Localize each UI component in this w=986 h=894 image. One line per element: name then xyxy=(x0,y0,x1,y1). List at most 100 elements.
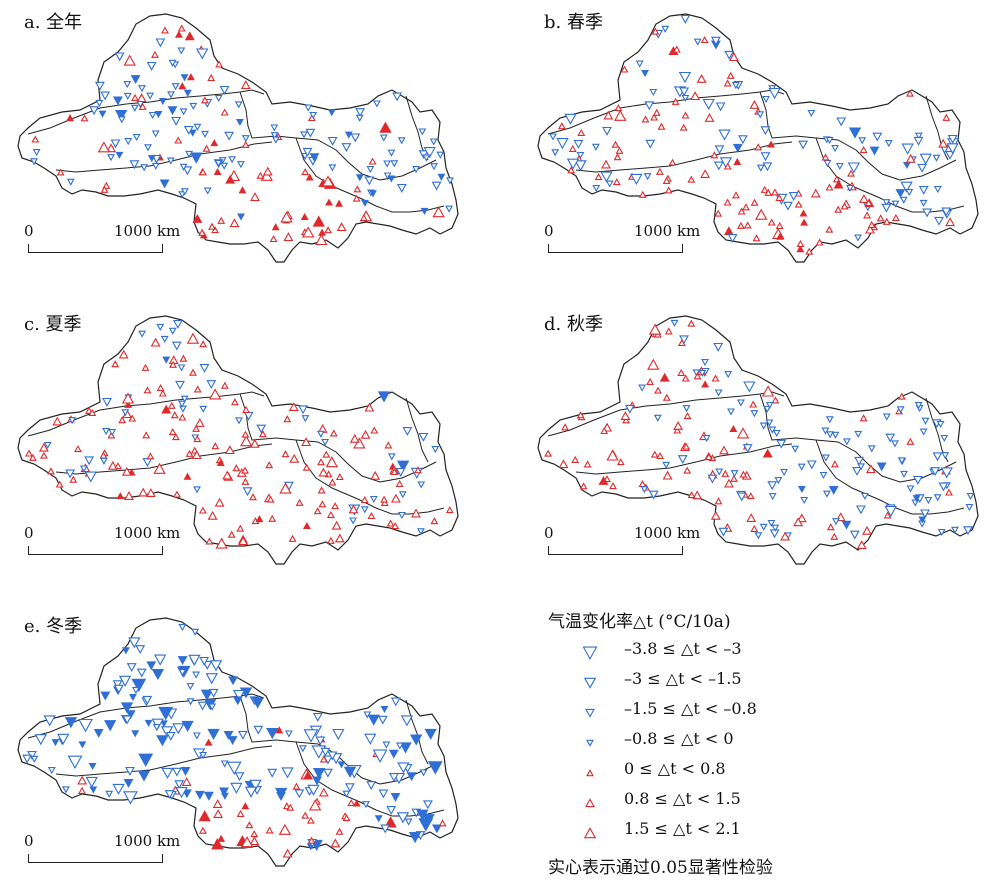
warming-station-marker xyxy=(704,453,713,461)
cooling-station-marker xyxy=(653,414,662,422)
cooling-station-marker xyxy=(79,465,88,473)
warming-station-marker xyxy=(275,726,284,734)
warming-station-marker xyxy=(325,456,339,468)
warming-station-marker xyxy=(859,414,868,422)
cooling-station-marker xyxy=(891,200,900,208)
cooling-station-marker xyxy=(670,319,679,327)
warming-station-marker xyxy=(583,460,592,468)
warming-station-marker xyxy=(865,464,876,474)
cooling-station-marker xyxy=(298,405,308,415)
cooling-station-marker xyxy=(131,687,140,695)
cooling-station-marker xyxy=(418,128,427,136)
warming-station-marker xyxy=(100,185,109,193)
cooling-station-marker xyxy=(178,624,187,632)
warming-station-marker xyxy=(728,52,739,62)
cooling-station-marker xyxy=(235,118,244,127)
cooling-station-marker xyxy=(148,111,157,120)
cooling-station-marker xyxy=(337,761,346,769)
warming-station-marker xyxy=(240,435,253,447)
warming-station-marker xyxy=(726,71,735,79)
warming-station-marker xyxy=(331,502,340,510)
cooling-station-marker xyxy=(117,116,126,124)
warming-station-marker xyxy=(847,169,855,177)
warming-station-marker xyxy=(198,810,211,822)
cooling-station-marker xyxy=(153,654,167,666)
warming-station-marker xyxy=(724,478,734,488)
warming-station-marker xyxy=(189,368,197,376)
cooling-station-marker xyxy=(797,463,806,471)
warming-station-marker xyxy=(186,332,200,344)
warming-station-marker xyxy=(211,442,220,450)
cooling-station-marker xyxy=(30,158,38,166)
warming-station-marker xyxy=(668,158,677,166)
cooling-station-marker xyxy=(313,777,322,785)
cooling-station-marker xyxy=(882,413,891,421)
warming-station-marker xyxy=(336,222,347,232)
cooling-station-marker xyxy=(196,48,209,60)
warming-station-marker xyxy=(269,234,278,243)
map-panel-summer: c. 夏季 0 1000 km xyxy=(0,302,470,592)
cooling-station-marker xyxy=(586,739,594,747)
map-svg xyxy=(17,13,459,263)
cooling-station-marker xyxy=(67,755,83,770)
cooling-station-marker xyxy=(390,160,399,168)
map-svg xyxy=(537,13,979,263)
scale-bar: 0 1000 km xyxy=(24,832,180,866)
cooling-station-marker xyxy=(714,145,725,155)
warming-station-marker xyxy=(730,474,738,482)
cooling-station-marker xyxy=(759,523,768,531)
cooling-station-marker xyxy=(418,818,434,832)
cooling-station-marker xyxy=(112,96,123,106)
cooling-station-marker xyxy=(772,429,781,438)
warming-station-marker xyxy=(321,175,335,187)
cooling-station-marker xyxy=(574,160,587,172)
scale-distance-label: 1000 km xyxy=(114,222,181,240)
warming-station-marker xyxy=(830,460,839,468)
up-triangle-small-icon xyxy=(585,798,595,808)
cooling-station-marker xyxy=(342,790,351,798)
scale-line xyxy=(28,854,163,863)
warming-station-marker xyxy=(662,393,671,401)
warming-station-marker xyxy=(199,340,208,348)
warming-station-marker xyxy=(213,809,224,818)
cooling-station-marker xyxy=(234,101,243,109)
warming-station-marker xyxy=(300,212,309,221)
warming-station-marker xyxy=(723,198,732,206)
cooling-station-marker xyxy=(85,776,98,789)
legend-item-label: –3.8 ≤ △t < –3 xyxy=(624,639,742,658)
cooling-station-marker xyxy=(946,143,959,155)
warming-station-marker xyxy=(315,233,328,246)
cooling-station-marker xyxy=(369,495,378,504)
cooling-station-marker xyxy=(897,457,906,465)
cooling-station-marker xyxy=(228,156,237,164)
cooling-station-marker xyxy=(714,389,723,397)
cooling-station-marker xyxy=(43,441,52,450)
cooling-station-marker xyxy=(271,136,280,144)
station-markers xyxy=(544,319,975,549)
cooling-station-marker xyxy=(186,698,195,706)
cooling-station-marker xyxy=(130,104,139,112)
cooling-station-marker xyxy=(171,341,182,351)
cooling-station-marker xyxy=(912,475,923,485)
warming-station-marker xyxy=(168,428,177,436)
warming-station-marker xyxy=(391,521,400,530)
warming-station-marker xyxy=(613,153,622,161)
warming-station-marker xyxy=(56,168,65,176)
cooling-station-marker xyxy=(274,787,288,799)
warming-station-marker xyxy=(830,532,839,540)
cooling-station-marker xyxy=(188,654,201,666)
warming-station-marker xyxy=(810,188,821,198)
cooling-station-marker xyxy=(940,434,949,443)
cooling-station-marker xyxy=(933,494,942,502)
warming-station-marker xyxy=(865,224,875,234)
warming-station-marker xyxy=(700,169,711,178)
cooling-station-marker xyxy=(140,164,149,172)
cooling-station-marker xyxy=(205,673,218,685)
cooling-station-marker xyxy=(649,88,658,97)
cooling-station-marker xyxy=(661,25,670,33)
cooling-station-marker xyxy=(203,187,212,195)
legend-item-label: –0.8 ≤ △t < 0 xyxy=(624,729,734,748)
cooling-station-marker xyxy=(135,645,146,655)
cooling-station-marker xyxy=(819,471,828,480)
warming-station-marker xyxy=(651,27,660,35)
